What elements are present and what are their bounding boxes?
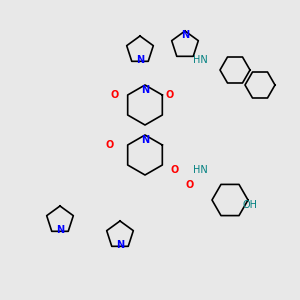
Text: N: N — [56, 225, 64, 235]
Text: O: O — [171, 165, 179, 175]
Text: O: O — [106, 140, 114, 150]
Text: N: N — [116, 240, 124, 250]
Text: O: O — [166, 90, 174, 100]
Text: OH: OH — [242, 200, 257, 210]
Text: HN: HN — [193, 165, 207, 175]
Text: O: O — [186, 180, 194, 190]
Text: HN: HN — [193, 55, 207, 65]
Text: O: O — [111, 90, 119, 100]
Text: N: N — [181, 30, 189, 40]
Text: N: N — [136, 55, 144, 65]
Text: N: N — [141, 135, 149, 145]
Text: N: N — [141, 85, 149, 95]
